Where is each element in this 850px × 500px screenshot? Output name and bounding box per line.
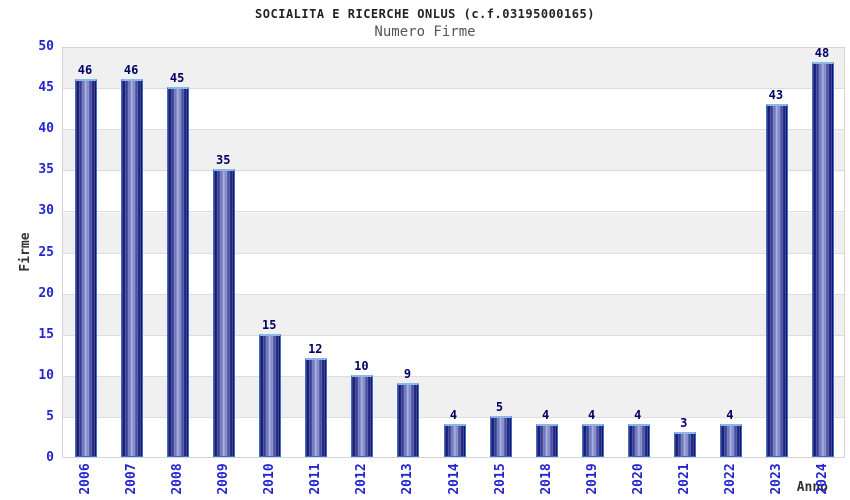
bar-value-label: 3 (680, 416, 688, 430)
bar (167, 87, 190, 457)
bar-value-label: 9 (403, 367, 412, 381)
bar (259, 334, 282, 457)
y-tick-label: 5 (46, 408, 54, 424)
bar (489, 416, 512, 457)
gridline (63, 88, 844, 90)
chart-title: SOCIALITA E RICERCHE ONLUS (c.f.03195000… (255, 7, 595, 21)
bar-value-label: 35 (215, 153, 231, 167)
bar-value-label: 45 (169, 71, 185, 85)
gridline (63, 252, 844, 254)
y-tick-label: 45 (38, 80, 54, 96)
bar (535, 424, 558, 457)
bar-value-label: 48 (814, 46, 830, 60)
gridline (63, 170, 844, 172)
x-tick-label: 2021 (676, 463, 692, 495)
x-tick-label: 2006 (78, 463, 94, 495)
y-tick-label: 25 (38, 244, 54, 260)
bar (397, 383, 420, 457)
bar (443, 424, 466, 457)
plot-area (62, 47, 845, 458)
gridline (63, 211, 844, 213)
bar (213, 169, 236, 457)
x-tick-label: 2022 (722, 463, 738, 495)
gridline (63, 375, 844, 377)
x-tick-label: 2019 (584, 463, 600, 495)
bar (765, 104, 788, 457)
y-tick-label: 30 (38, 203, 54, 219)
bar-value-label: 12 (308, 342, 323, 356)
bar-value-label: 43 (768, 88, 784, 102)
x-tick-label: 2020 (630, 463, 646, 495)
bar-value-label: 4 (449, 408, 458, 422)
bar-value-label: 46 (77, 63, 93, 77)
x-tick-label: 2015 (492, 463, 508, 495)
y-tick-label: 35 (38, 162, 54, 178)
bar-value-label: 4 (726, 408, 734, 422)
x-axis-label: Anno (796, 480, 828, 495)
y-tick-label: 50 (38, 39, 54, 54)
bar-value-label: 46 (123, 63, 139, 77)
bar (673, 432, 696, 457)
x-tick-label: 2010 (262, 463, 278, 495)
bar-value-label: 4 (541, 408, 550, 422)
bar (121, 79, 144, 457)
x-tick-label: 2014 (446, 463, 462, 495)
bar (811, 62, 834, 457)
gridline (63, 293, 844, 295)
bar-value-label: 4 (634, 408, 642, 422)
bar (75, 79, 98, 457)
x-tick-label: 2012 (354, 463, 370, 495)
gridline (63, 129, 844, 131)
bar (719, 424, 742, 457)
x-tick-label: 2018 (538, 463, 554, 495)
bar-value-label: 4 (588, 408, 596, 422)
y-tick-label: 10 (38, 367, 54, 383)
y-tick-label: 15 (38, 326, 54, 342)
bar (305, 358, 328, 457)
bar (351, 375, 374, 457)
x-tick-label: 2011 (308, 463, 324, 495)
bar (627, 424, 650, 457)
x-tick-label: 2008 (170, 463, 186, 495)
x-tick-label: 2009 (216, 463, 232, 495)
x-tick-label: 2007 (124, 463, 140, 495)
y-tick-label: 40 (38, 121, 54, 137)
bar-value-label: 10 (354, 359, 369, 373)
y-tick-label: 0 (46, 450, 54, 465)
bar-value-label: 15 (262, 318, 277, 332)
gridline (63, 416, 844, 418)
gridline (63, 334, 844, 336)
bar-value-label: 5 (495, 400, 504, 414)
y-tick-label: 20 (38, 285, 54, 301)
x-tick-label: 2013 (400, 463, 416, 495)
chart-subtitle: Numero Firme (374, 24, 476, 40)
x-tick-label: 2023 (768, 463, 784, 495)
bar (581, 424, 604, 457)
x-tick-label: 2024 (814, 463, 830, 495)
